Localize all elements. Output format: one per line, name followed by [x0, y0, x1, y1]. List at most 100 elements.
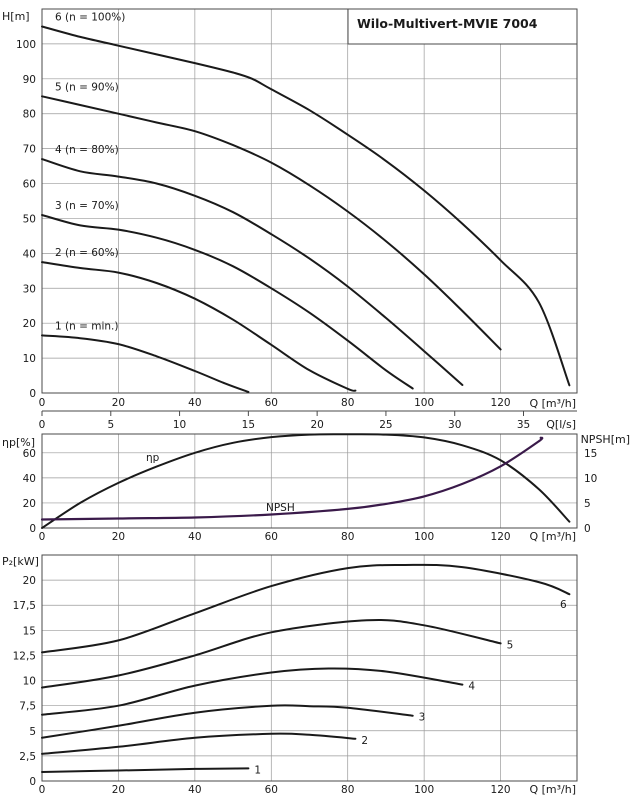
- head-y-tick-label: 30: [23, 283, 36, 295]
- efficiency-npsh-curves: [40, 433, 571, 529]
- efficiency-x-tick-label: 40: [188, 531, 201, 543]
- head-secondary-x-tick-label: 35: [517, 419, 530, 431]
- head-x-tick-label: 100: [414, 397, 434, 409]
- head-curve-5: [41, 95, 502, 351]
- npsh-curve-label: NPSH: [266, 502, 295, 514]
- power-y-tick-labels: 0 2,5 5 7,5 10 12,5 15 17,5 20: [13, 575, 36, 788]
- power-x-tick-labels: 0 20 40 60 80 100 120: [39, 784, 511, 796]
- efficiency-x-tick-label: 60: [265, 531, 278, 543]
- head-curve-label-3: 3 (n = 70%): [55, 200, 119, 212]
- head-secondary-x-tick-label: 20: [310, 419, 323, 431]
- head-y-tick-label: 50: [23, 213, 36, 225]
- head-x-tick-label: 60: [265, 397, 278, 409]
- head-curve-label-1: 1 (n = min.): [55, 320, 118, 332]
- head-secondary-x-tick-labels: 0 5 10 15 20 25 30 35: [39, 419, 531, 431]
- power-curves: [41, 563, 571, 773]
- power-x-tick-label: 0: [39, 784, 46, 796]
- power-x-tick-label: 100: [414, 784, 434, 796]
- head-secondary-x-tick-label: 30: [448, 419, 461, 431]
- head-secondary-x-tick-label: 5: [107, 419, 114, 431]
- efficiency-x-tick-label: 120: [491, 531, 511, 543]
- head-y-tick-label: 10: [23, 353, 36, 365]
- head-y-tick-label: 90: [23, 74, 36, 86]
- power-y-tick-label: 5: [29, 726, 36, 738]
- head-y-tick-label: 20: [23, 318, 36, 330]
- head-curve-label-4: 4 (n = 80%): [55, 144, 119, 156]
- efficiency-curve: [41, 433, 571, 529]
- head-curve-4: [41, 158, 464, 386]
- power-curve-2: [41, 732, 357, 755]
- power-gridlines: [42, 555, 577, 781]
- efficiency-y-tick-label: 40: [23, 473, 36, 485]
- head-curve-1: [41, 334, 250, 393]
- head-x-tick-label: 0: [39, 397, 46, 409]
- power-y-tick-label: 0: [29, 776, 36, 788]
- power-x-tick-label: 40: [188, 784, 201, 796]
- efficiency-y-tick-label: 60: [23, 448, 36, 460]
- head-y-axis-title: H[m]: [2, 10, 30, 23]
- chart-title-box: [347, 8, 578, 45]
- efficiency-x-tick-label: 20: [112, 531, 125, 543]
- power-y-tick-label: 7,5: [19, 701, 36, 713]
- npsh-y-axis-title: NPSH[m]: [581, 433, 630, 446]
- chart-title: Wilo-Multivert-MVIE 7004: [357, 16, 538, 31]
- efficiency-x-axis-title: Q [m³/h]: [529, 530, 576, 543]
- head-x-axis-title: Q [m³/h]: [529, 397, 576, 410]
- head-curve-label-6: 6 (n = 100%): [55, 11, 125, 23]
- head-secondary-x-tick-label: 0: [39, 419, 46, 431]
- head-y-tick-label: 60: [23, 179, 36, 191]
- efficiency-curve-label: ηp: [146, 452, 160, 464]
- head-y-tick-label: 70: [23, 144, 36, 156]
- head-curve-3: [41, 214, 414, 390]
- power-curve-labels: 1 2 3 4 5 6: [254, 599, 567, 776]
- power-y-tick-label: 12,5: [13, 650, 36, 662]
- power-y-tick-label: 17,5: [13, 600, 36, 612]
- npsh-curve: [40, 436, 544, 521]
- power-x-tick-label: 60: [265, 784, 278, 796]
- power-curve-6: [41, 563, 571, 654]
- efficiency-x-tick-labels: 0 20 40 60 80 100 120: [39, 531, 511, 543]
- power-y-tick-label: 2,5: [19, 751, 36, 763]
- head-y-tick-labels: 0 10 20 30 40 50 60 70 80 90 100: [16, 39, 36, 400]
- power-plot-frame: [41, 554, 578, 782]
- power-curve-label-6: 6: [560, 599, 567, 611]
- head-y-tick-label: 0: [29, 388, 36, 400]
- head-y-tick-label: 100: [16, 39, 36, 51]
- efficiency-x-tick-label: 100: [414, 531, 434, 543]
- power-x-tick-label: 80: [341, 784, 354, 796]
- power-curve-label-4: 4: [468, 681, 475, 693]
- head-curve-labels: 1 (n = min.) 2 (n = 60%) 3 (n = 70%) 4 (n =…: [55, 11, 125, 332]
- head-y-tick-label: 80: [23, 109, 36, 121]
- power-x-tick-label: 120: [491, 784, 511, 796]
- head-gridlines: [42, 9, 577, 393]
- power-x-axis-title: Q [m³/h]: [529, 783, 576, 796]
- power-curve-label-1: 1: [254, 764, 261, 776]
- power-y-tick-label: 20: [23, 575, 36, 587]
- head-secondary-x-axis-title: Q[l/s]: [546, 418, 576, 431]
- efficiency-x-tick-label: 0: [39, 531, 46, 543]
- head-secondary-x-tick-marks: [41, 411, 524, 416]
- power-curve-3: [41, 704, 414, 739]
- head-chart-panel: 1 (n = min.) 2 (n = 60%) 3 (n = 70%) 4 (n =…: [2, 8, 578, 431]
- power-y-tick-label: 10: [23, 676, 36, 688]
- efficiency-y-tick-label: 0: [29, 523, 36, 535]
- head-x-tick-labels: 0 20 40 60 80 100 120: [39, 397, 511, 409]
- head-secondary-x-tick-label: 10: [173, 419, 186, 431]
- head-curve-label-5: 5 (n = 90%): [55, 81, 119, 93]
- head-x-tick-label: 120: [491, 397, 511, 409]
- npsh-y-tick-label: 10: [584, 473, 597, 485]
- power-y-axis-title: P₂[kW]: [2, 555, 39, 568]
- efficiency-y-tick-labels: 0 20 40 60: [23, 448, 36, 535]
- npsh-y-tick-label: 5: [584, 498, 591, 510]
- efficiency-gridlines: [42, 434, 577, 528]
- head-x-tick-label: 80: [341, 397, 354, 409]
- power-y-tick-label: 15: [23, 625, 36, 637]
- head-y-tick-label: 40: [23, 248, 36, 260]
- head-x-tick-label: 20: [112, 397, 125, 409]
- power-curve-label-5: 5: [507, 639, 514, 651]
- head-x-tick-label: 40: [188, 397, 201, 409]
- power-curve-4: [41, 667, 464, 716]
- head-curve-label-2: 2 (n = 60%): [55, 247, 119, 259]
- npsh-y-tick-label: 0: [584, 523, 591, 535]
